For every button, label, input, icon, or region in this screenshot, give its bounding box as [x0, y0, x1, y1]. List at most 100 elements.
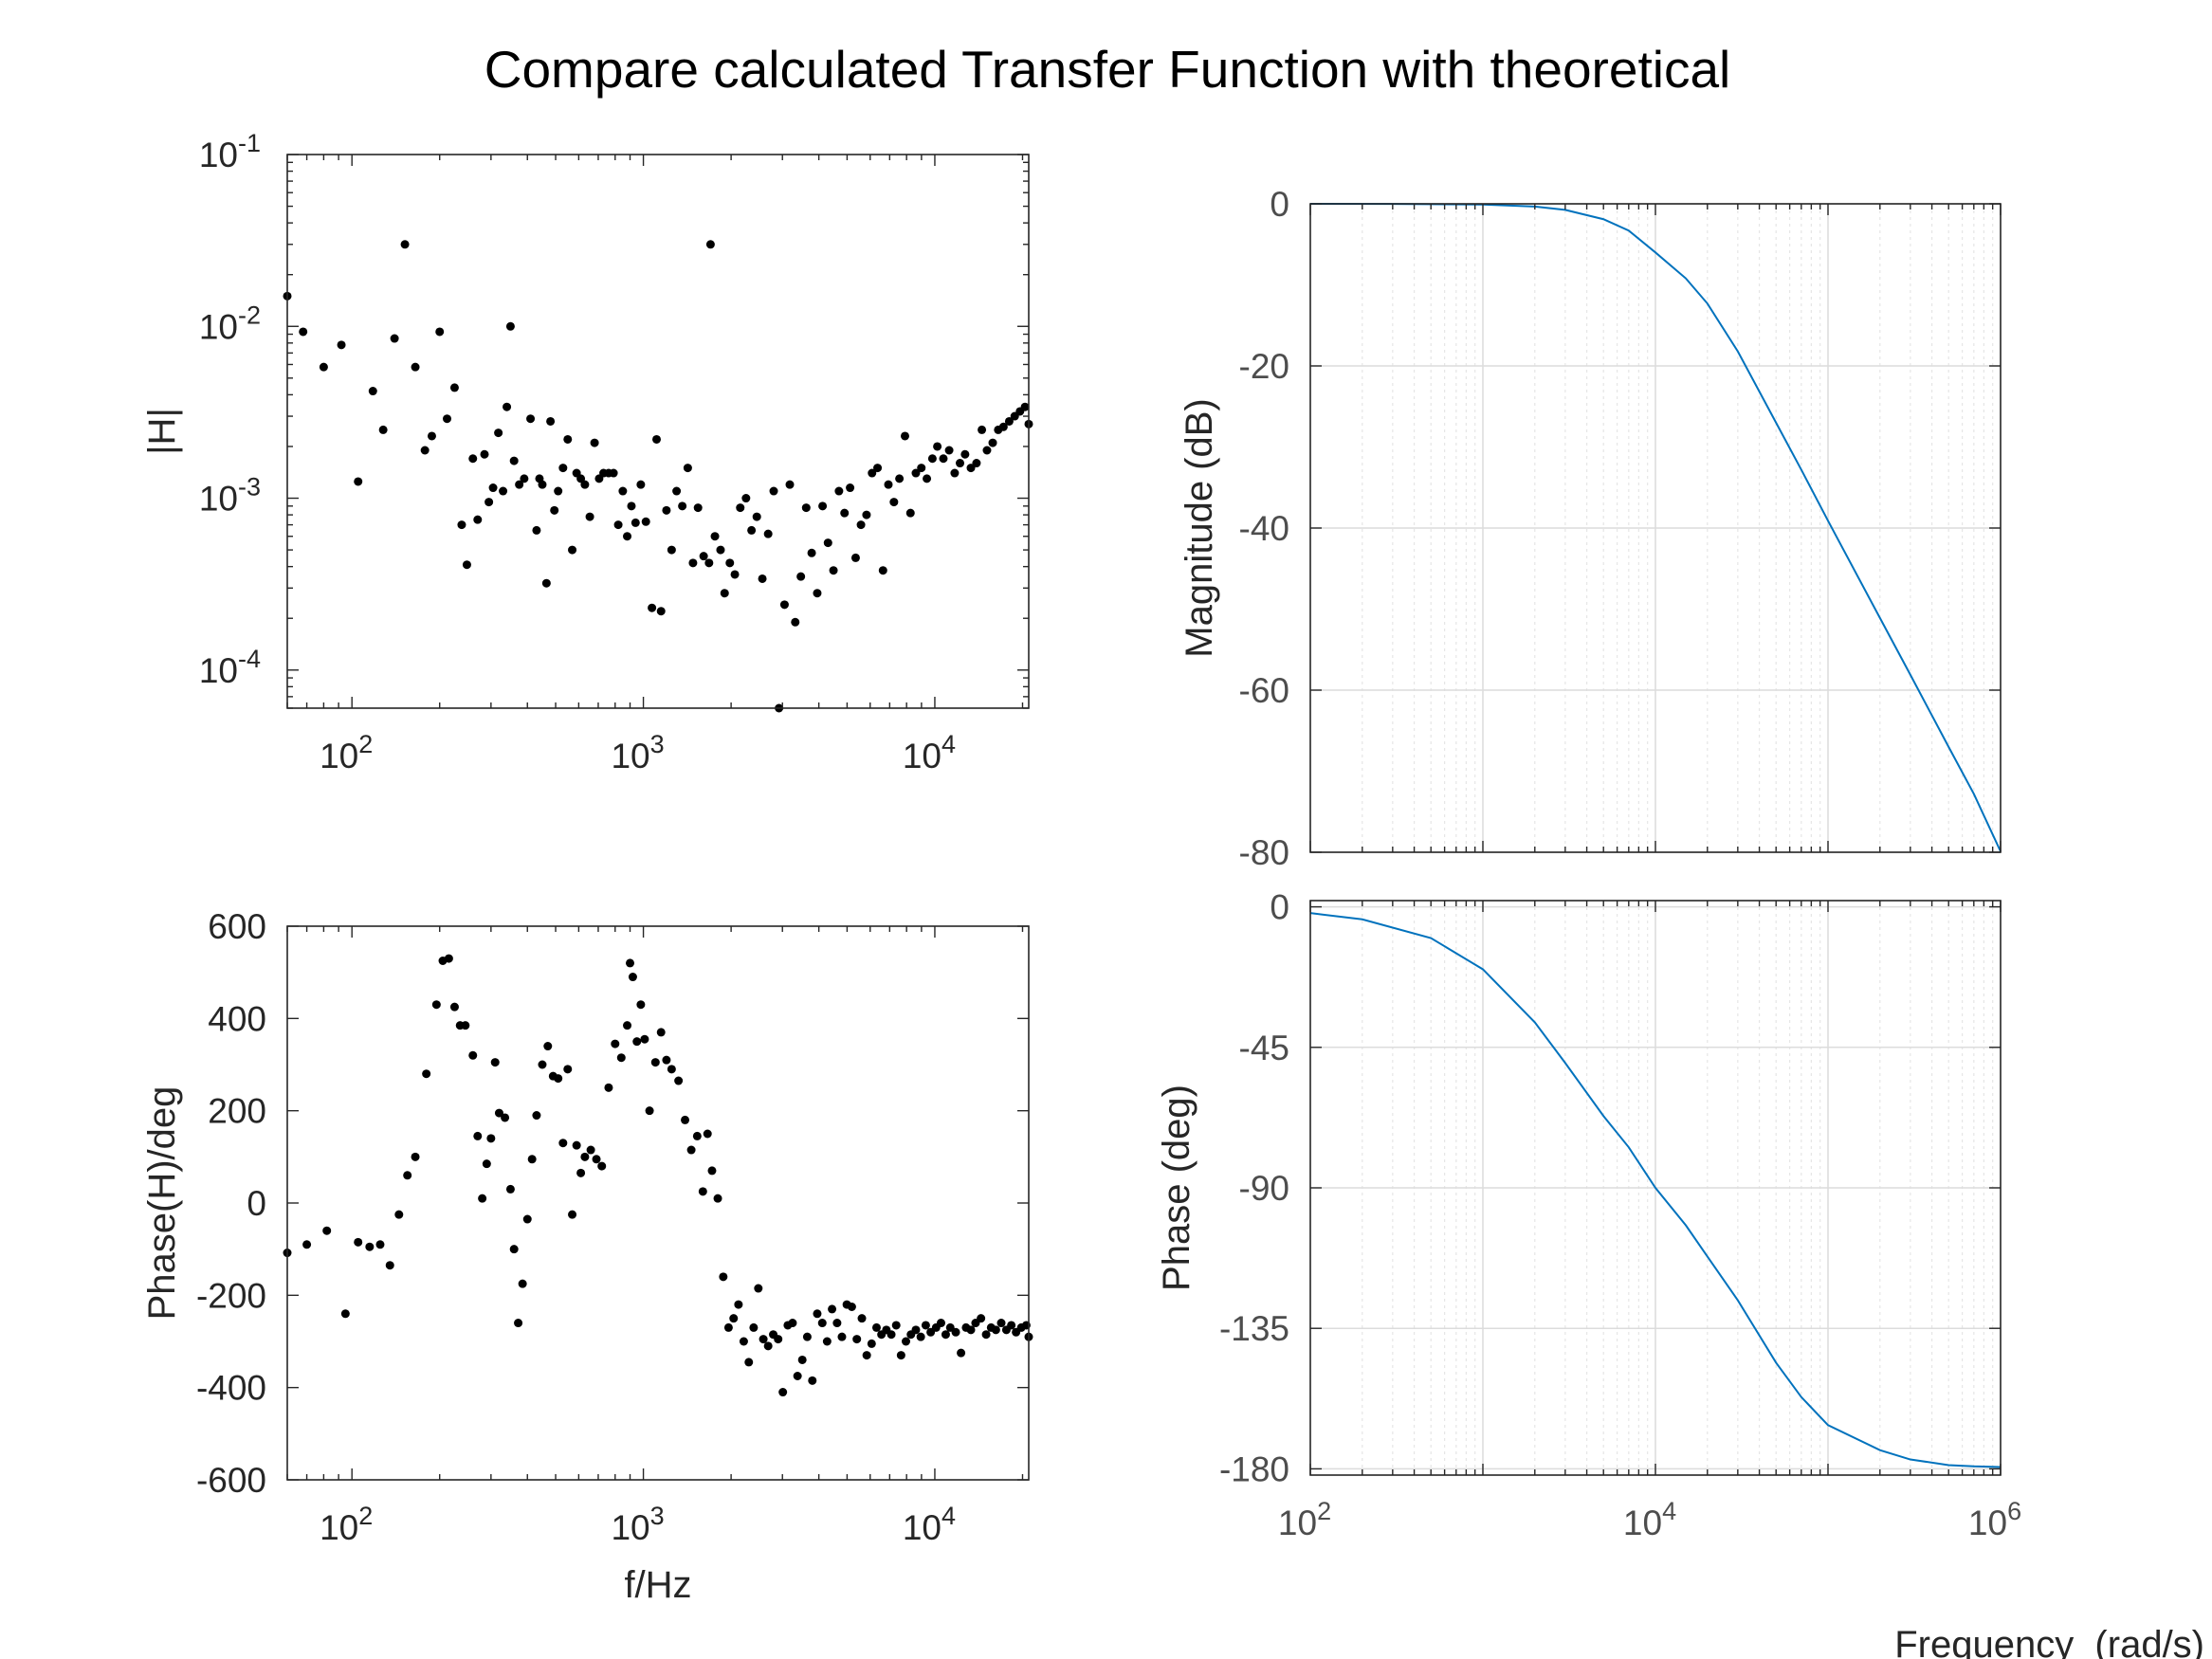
data-point	[563, 1065, 573, 1074]
data-point	[365, 1242, 375, 1251]
x-tick-label: 106	[1968, 1497, 2021, 1542]
data-point	[505, 1184, 515, 1194]
data-point	[580, 1152, 590, 1161]
x-tick-label-base: 10	[903, 737, 941, 775]
data-point	[514, 1319, 523, 1328]
data-point	[616, 1053, 626, 1063]
data-point	[719, 1272, 728, 1282]
figure-title: Compare calculated Transfer Function wit…	[484, 40, 1731, 99]
data-point	[590, 438, 599, 447]
data-point	[515, 480, 524, 489]
data-point	[977, 1314, 986, 1323]
y-tick-label: -20	[1239, 347, 1289, 386]
data-point	[576, 1168, 586, 1177]
data-point	[518, 1279, 527, 1288]
data-point	[927, 454, 937, 464]
x-tick-label: 103	[611, 1502, 664, 1547]
x-tick-label-base: 10	[611, 737, 649, 775]
data-point	[749, 1322, 759, 1332]
data-point	[730, 570, 740, 579]
data-point	[546, 416, 556, 426]
data-point	[837, 1332, 847, 1341]
data-point	[832, 1319, 842, 1328]
x-tick-label-exponent: 2	[1317, 1497, 1331, 1525]
data-point	[905, 508, 915, 518]
data-point	[840, 508, 850, 518]
x-tick-label-base: 10	[903, 1508, 941, 1547]
data-point	[916, 1332, 925, 1341]
x-tick-label-base: 10	[611, 1508, 649, 1547]
data-point	[796, 572, 806, 581]
data-point	[1007, 1321, 1016, 1330]
y-tick-label: 0	[247, 1184, 266, 1223]
data-point	[656, 1028, 666, 1037]
data-point	[488, 483, 498, 493]
data-point	[982, 446, 992, 455]
data-point	[723, 1322, 733, 1332]
y-tick-label: 0	[1270, 888, 1289, 927]
data-point	[813, 1309, 822, 1319]
data-point	[758, 574, 767, 583]
data-point	[636, 480, 646, 489]
data-point	[427, 431, 436, 441]
data-point	[354, 477, 363, 486]
data-point	[785, 480, 795, 489]
data-point	[585, 512, 594, 521]
data-point	[543, 1042, 553, 1051]
data-point	[641, 517, 650, 526]
data-point	[972, 459, 981, 468]
data-point	[449, 1002, 459, 1012]
data-point	[797, 1355, 807, 1364]
data-point	[632, 1037, 642, 1047]
bode-magnitude-plot: 0 -20 -40 -60 -80 Magnitude (dB)	[1179, 185, 2002, 872]
data-point	[550, 505, 559, 515]
data-point	[950, 468, 960, 478]
data-point	[611, 1039, 620, 1048]
data-point	[788, 1319, 797, 1328]
y-tick-label: 200	[208, 1092, 266, 1131]
data-point	[319, 362, 328, 372]
y-tick-label-base: 10	[199, 480, 238, 519]
data-point	[763, 1341, 773, 1351]
x-tick-label: 103	[611, 730, 664, 775]
data-point	[891, 1321, 901, 1330]
data-point	[856, 520, 866, 530]
bode-magnitude-ylabel: Magnitude (dB)	[1179, 398, 1220, 657]
data-point	[911, 1325, 921, 1335]
data-point	[618, 486, 628, 496]
data-point	[623, 1021, 632, 1030]
x-tick-label: 102	[1278, 1497, 1331, 1542]
data-point	[688, 558, 698, 568]
y-tick-label: -80	[1239, 833, 1289, 872]
data-point	[538, 1060, 547, 1069]
data-point	[829, 566, 838, 575]
data-point	[681, 1115, 690, 1124]
data-point	[422, 1069, 431, 1079]
y-tick-label: -60	[1239, 671, 1289, 710]
data-point	[484, 498, 494, 507]
y-tick-label: 400	[208, 999, 266, 1038]
data-point	[951, 1327, 960, 1337]
data-point	[956, 459, 965, 468]
data-point	[896, 1351, 905, 1360]
data-point	[901, 1337, 910, 1346]
y-tick-label: 10-3	[199, 473, 261, 519]
data-point	[375, 1240, 385, 1249]
data-point	[868, 468, 877, 478]
data-point	[736, 503, 745, 513]
data-point	[563, 434, 573, 444]
data-point	[613, 520, 623, 530]
y-tick-label-exponent: -1	[238, 129, 261, 157]
data-point	[778, 1388, 788, 1397]
data-point	[609, 468, 618, 478]
data-point	[741, 494, 751, 503]
data-point	[850, 553, 860, 562]
data-point	[411, 1152, 420, 1161]
data-point	[911, 468, 921, 478]
data-point	[871, 1322, 881, 1332]
data-point	[667, 1065, 676, 1074]
y-tick-label: -40	[1239, 509, 1289, 548]
data-point	[420, 446, 430, 455]
